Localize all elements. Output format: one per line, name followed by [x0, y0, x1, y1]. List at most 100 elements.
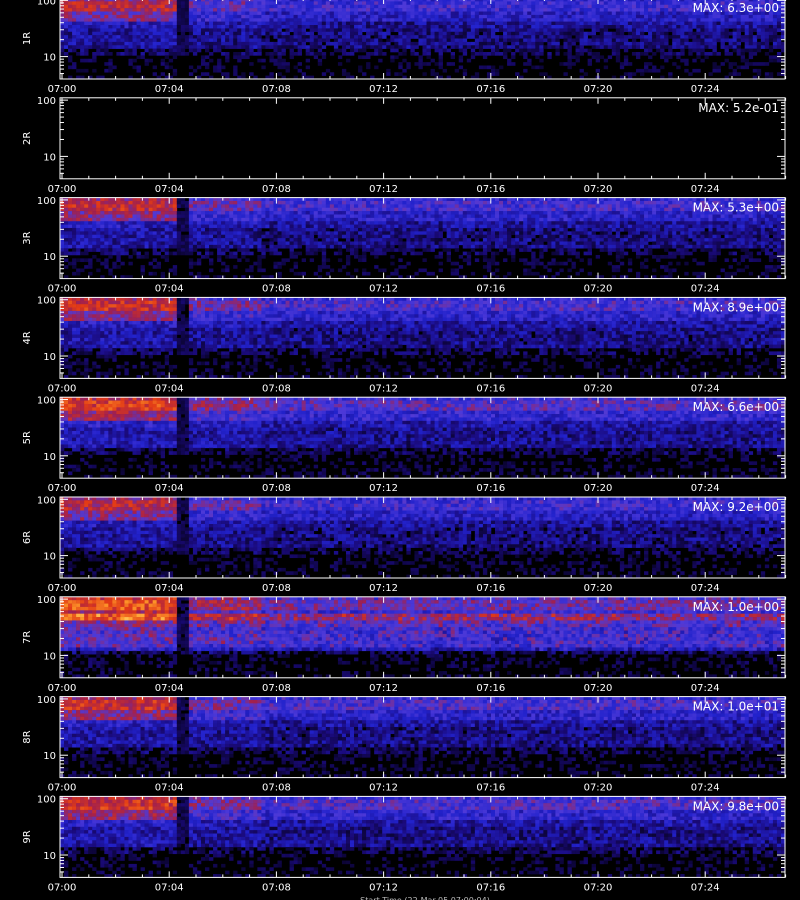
heatmap-cell	[725, 25, 729, 29]
heatmap-cell	[491, 18, 495, 22]
heatmap-cell	[153, 45, 157, 49]
heatmap-cell	[80, 238, 84, 242]
heatmap-cell	[636, 18, 640, 22]
heatmap-cell	[362, 1, 366, 5]
heatmap-cell	[366, 221, 370, 225]
heatmap-cell	[459, 22, 463, 26]
heatmap-cell	[757, 45, 761, 49]
heatmap-cell	[612, 1, 616, 5]
heatmap-cell	[382, 42, 386, 46]
heatmap-cell	[378, 1, 382, 5]
heatmap-cell	[765, 28, 769, 32]
heatmap-cell	[414, 18, 418, 22]
heatmap-cell	[342, 198, 346, 202]
heatmap-cell	[572, 22, 576, 26]
heatmap-cell	[278, 218, 282, 222]
heatmap-cell	[286, 228, 290, 232]
heatmap-cell	[221, 66, 225, 70]
heatmap-cell	[749, 32, 753, 36]
heatmap-cell	[495, 15, 499, 19]
heatmap-cell	[76, 52, 80, 56]
heatmap-cell	[169, 5, 173, 9]
heatmap-cell	[294, 235, 298, 239]
heatmap-cell	[157, 22, 161, 26]
heatmap-cell	[435, 8, 439, 12]
heatmap-cell	[753, 49, 757, 53]
heatmap-cell	[398, 218, 402, 222]
heatmap-cell	[467, 45, 471, 49]
heatmap-cell	[205, 225, 209, 229]
heatmap-cell	[209, 12, 213, 16]
heatmap-cell	[338, 245, 342, 249]
heatmap-cell	[298, 208, 302, 212]
heatmap-cell	[580, 22, 584, 26]
heatmap-cell	[84, 42, 88, 46]
heatmap-cell	[439, 5, 443, 9]
heatmap-cell	[257, 262, 261, 266]
heatmap-cell	[398, 228, 402, 232]
heatmap-cell	[141, 55, 145, 59]
heatmap-cell	[257, 52, 261, 56]
heatmap-cell	[624, 5, 628, 9]
heatmap-cell	[298, 221, 302, 225]
heatmap-cell	[568, 22, 572, 26]
heatmap-cell	[225, 18, 229, 22]
heatmap-cell	[120, 245, 124, 249]
heatmap-cell	[515, 8, 519, 12]
heatmap-cell	[318, 52, 322, 56]
heatmap-cell	[539, 8, 543, 12]
heatmap-cell	[386, 214, 390, 218]
heatmap-cell	[402, 59, 406, 63]
heatmap-cell	[568, 39, 572, 43]
heatmap-cell	[487, 18, 491, 22]
heatmap-cell	[664, 55, 668, 59]
heatmap-cell	[145, 201, 149, 205]
heatmap-cell	[483, 25, 487, 29]
heatmap-cell	[507, 35, 511, 39]
heatmap-cell	[120, 35, 124, 39]
heatmap-cell	[688, 45, 692, 49]
heatmap-cell	[265, 22, 269, 26]
heatmap-cell	[334, 198, 338, 202]
heatmap-cell	[410, 45, 414, 49]
heatmap-cell	[346, 258, 350, 262]
heatmap-cell	[459, 59, 463, 63]
heatmap-cell	[229, 32, 233, 36]
heatmap-cell	[769, 15, 773, 19]
heatmap-cell	[455, 22, 459, 26]
heatmap-cell	[773, 35, 777, 39]
heatmap-cell	[491, 28, 495, 32]
heatmap-cell	[314, 211, 318, 215]
heatmap-cell	[580, 15, 584, 19]
heatmap-cell	[306, 245, 310, 249]
heatmap-cell	[676, 12, 680, 16]
heatmap-cell	[261, 235, 265, 239]
heatmap-cell	[108, 241, 112, 245]
heatmap-cell	[72, 35, 76, 39]
heatmap-cell	[628, 25, 632, 29]
heatmap-cell	[96, 245, 100, 249]
heatmap-cell	[278, 265, 282, 269]
heatmap-cell	[568, 28, 572, 32]
heatmap-cell	[76, 252, 80, 256]
heatmap-cell	[217, 221, 221, 225]
heatmap-cell	[439, 55, 443, 59]
heatmap-cell	[431, 15, 435, 19]
heatmap-cell	[68, 22, 72, 26]
heatmap-cell	[213, 218, 217, 222]
heatmap-cell	[737, 52, 741, 56]
heatmap-cell	[636, 15, 640, 19]
heatmap-cell	[374, 245, 378, 249]
heatmap-cell	[286, 211, 290, 215]
heatmap-cell	[378, 231, 382, 235]
heatmap-cell	[418, 18, 422, 22]
heatmap-cell	[382, 221, 386, 225]
heatmap-cell	[406, 12, 410, 16]
heatmap-cell	[205, 12, 209, 16]
heatmap-cell	[632, 25, 636, 29]
heatmap-cell	[350, 18, 354, 22]
heatmap-cell	[217, 18, 221, 22]
heatmap-cell	[624, 28, 628, 32]
heatmap-cell	[201, 22, 205, 26]
heatmap-cell	[652, 25, 656, 29]
